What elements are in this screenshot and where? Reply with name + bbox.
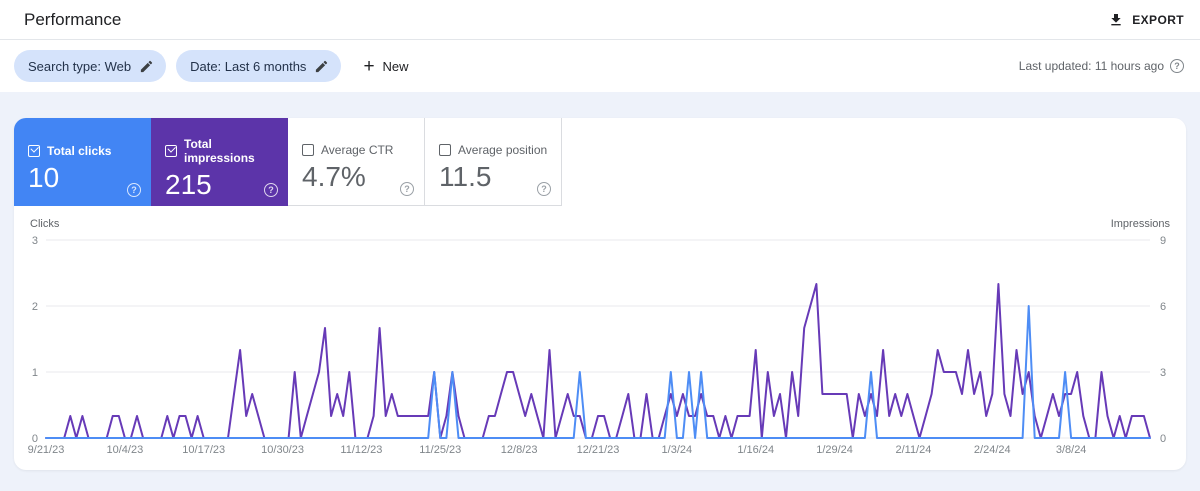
checkbox-unchecked-icon[interactable] <box>439 144 451 156</box>
help-icon[interactable]: ? <box>1170 59 1184 73</box>
edit-pencil-icon <box>316 60 328 72</box>
new-filter-button[interactable]: + New <box>363 57 408 76</box>
x-tick-label: 1/29/24 <box>816 444 853 456</box>
impressions-line <box>45 283 1151 439</box>
performance-panel: Total clicks 10 ? Total impressions 215 … <box>14 118 1186 470</box>
impressions-tick-label: 3 <box>1160 367 1166 379</box>
x-tick-label: 2/11/24 <box>895 444 931 456</box>
clicks-tick-label: 2 <box>32 301 38 313</box>
x-tick-label: 12/21/23 <box>577 444 620 456</box>
x-tick-label: 9/21/23 <box>28 444 65 456</box>
help-icon[interactable]: ? <box>127 183 141 197</box>
x-tick-label: 1/16/24 <box>737 444 774 456</box>
filter-bar: Search type: Web Date: Last 6 months + N… <box>0 40 1200 92</box>
clicks-tick-label: 3 <box>32 235 38 247</box>
impressions-axis-title: Impressions <box>1110 218 1170 230</box>
performance-chart[interactable]: Clicks Impressions 3 9 2 6 1 3 0 0 9/21/23 10/4/2… <box>14 206 1186 470</box>
metric-card-label: Average position <box>458 143 548 157</box>
clicks-line <box>45 305 1151 439</box>
checkbox-unchecked-icon[interactable] <box>302 144 314 156</box>
help-icon[interactable]: ? <box>400 182 414 196</box>
page-title: Performance <box>24 9 122 29</box>
export-button[interactable]: EXPORT <box>1108 12 1184 28</box>
x-tick-label: 11/12/23 <box>340 444 382 456</box>
help-icon[interactable]: ? <box>264 183 278 197</box>
metric-card-total-impressions[interactable]: Total impressions 215 ? <box>151 118 288 206</box>
metric-cards: Total clicks 10 ? Total impressions 215 … <box>14 118 1186 206</box>
metric-card-average-ctr[interactable]: Average CTR 4.7% ? <box>288 118 425 206</box>
metric-card-value: 11.5 <box>439 161 492 192</box>
topbar: Performance EXPORT <box>0 0 1200 40</box>
last-updated: Last updated: 11 hours ago ? <box>1019 59 1184 73</box>
x-tick-label: 11/25/23 <box>419 444 461 456</box>
clicks-tick-label: 0 <box>32 433 38 445</box>
impressions-tick-label: 0 <box>1160 433 1166 445</box>
metric-card-average-position[interactable]: Average position 11.5 ? <box>425 118 562 206</box>
performance-page: Performance EXPORT Search type: Web Date… <box>0 0 1200 470</box>
search-type-chip[interactable]: Search type: Web <box>14 50 167 82</box>
metric-card-header: Total clicks <box>28 144 139 158</box>
x-tick-label: 10/4/23 <box>107 444 144 456</box>
checkbox-checked-icon[interactable] <box>28 144 40 157</box>
metric-card-value: 10 <box>28 161 60 193</box>
x-tick-label: 10/30/23 <box>261 444 304 456</box>
x-tick-label: 2/24/24 <box>974 444 1011 456</box>
edit-pencil-icon <box>140 60 153 72</box>
search-type-chip-label: Search type: Web <box>28 58 132 74</box>
date-filter-chip-label: Date: Last 6 months <box>190 58 307 74</box>
metric-card-header: Average CTR <box>302 143 412 157</box>
x-tick-label: 10/17/23 <box>182 444 225 456</box>
x-tick-label: 1/3/24 <box>662 444 693 456</box>
impressions-tick-label: 6 <box>1160 301 1166 313</box>
metric-card-value: 4.7% <box>302 161 366 192</box>
checkbox-checked-icon[interactable] <box>165 144 177 157</box>
download-icon <box>1111 13 1121 25</box>
metric-card-total-clicks[interactable]: Total clicks 10 ? <box>14 118 151 206</box>
export-label: EXPORT <box>1132 12 1184 27</box>
new-filter-label: New <box>382 58 409 74</box>
main-content: Total clicks 10 ? Total impressions 215 … <box>0 92 1200 470</box>
metric-card-label: Total impressions <box>184 136 255 165</box>
x-tick-label: 3/8/24 <box>1056 444 1087 456</box>
plus-icon: + <box>363 55 375 77</box>
impressions-tick-label: 9 <box>1160 235 1166 247</box>
metric-card-label: Average CTR <box>321 143 394 157</box>
last-updated-text: Last updated: 11 hours ago <box>1018 59 1164 73</box>
x-tick-label: 12/8/23 <box>501 444 538 456</box>
metric-card-label: Total clicks <box>47 143 112 158</box>
help-icon[interactable]: ? <box>537 182 551 196</box>
metric-card-value: 215 <box>165 168 212 200</box>
performance-chart-svg[interactable]: 3 92 61 30 09/21/23 10/4/23 10/17/23 10/30/23 11… <box>14 232 1186 470</box>
metric-card-header: Average position <box>439 143 549 157</box>
clicks-tick-label: 1 <box>32 367 38 379</box>
clicks-axis-title: Clicks <box>30 218 60 230</box>
metric-card-header: Total impressions <box>165 137 276 165</box>
date-filter-chip[interactable]: Date: Last 6 months <box>176 50 342 82</box>
